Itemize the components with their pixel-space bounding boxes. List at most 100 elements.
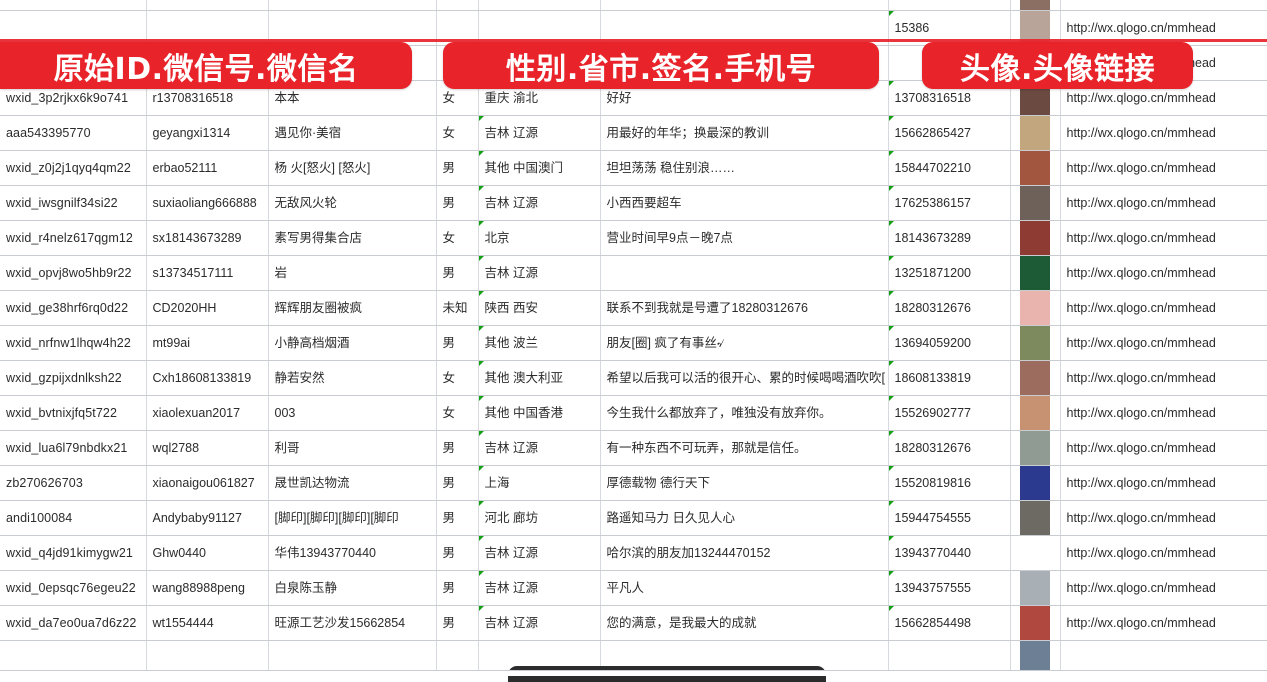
table-row[interactable]: wxid_65p5qakpwuie22xiaojing600546丫丫～小未知其… bbox=[0, 0, 1267, 11]
cell-avatar-thumbnail[interactable] bbox=[1010, 220, 1061, 256]
cell-wechat-id[interactable]: sx18143673289 bbox=[146, 220, 269, 256]
cell-phone-number[interactable]: 18143673289 bbox=[888, 220, 1011, 256]
cell-signature[interactable] bbox=[600, 255, 889, 291]
cell-wechat-id[interactable]: CD2020HH bbox=[146, 290, 269, 326]
cell-signature[interactable]: 哈尔滨的朋友加13244470152 bbox=[600, 535, 889, 571]
cell-phone-number[interactable]: 18608133819 bbox=[888, 360, 1011, 396]
cell-original-id[interactable]: wxid_r4nelz617qgm12 bbox=[0, 220, 147, 256]
cell-gender[interactable]: 男 bbox=[436, 325, 479, 361]
cell-avatar-url[interactable]: http://wx.qlogo.cn/mmhead bbox=[1060, 605, 1267, 641]
cell-original-id[interactable]: wxid_0epsqc76egeu22 bbox=[0, 570, 147, 606]
cell-original-id[interactable]: wxid_bvtnixjfq5t722 bbox=[0, 395, 147, 431]
table-row[interactable]: andi100084 Andybaby91127 [脚印][脚印][脚印][脚印男河… bbox=[0, 500, 1267, 536]
table-row[interactable]: wxid_gzpijxdnlksh22 Cxh18608133819 静若安然女其他… bbox=[0, 360, 1267, 396]
cell-wechat-nickname[interactable]: 小静高档烟酒 bbox=[268, 325, 437, 361]
cell-wechat-id[interactable]: wql2788 bbox=[146, 430, 269, 466]
cell-wechat-nickname[interactable]: 无敌风火轮 bbox=[268, 185, 437, 221]
cell-wechat-id[interactable]: geyangxi1314 bbox=[146, 115, 269, 151]
cell-phone-number[interactable]: 18280312676 bbox=[888, 0, 1011, 11]
cell-phone-number[interactable]: 13251871200 bbox=[888, 255, 1011, 291]
cell-avatar-url[interactable]: http://wx.qlogo.cn/mmhead bbox=[1060, 430, 1267, 466]
cell-avatar-url[interactable]: http://wx.qlogo.cn/mmhead bbox=[1060, 220, 1267, 256]
cell-avatar-url[interactable]: http://wx.qlogo.cn/mmhead bbox=[1060, 360, 1267, 396]
cell-signature[interactable]: 联系不到我就是号遭了18280312676 bbox=[600, 290, 889, 326]
cell-gender[interactable]: 男 bbox=[436, 500, 479, 536]
cell-province-city[interactable]: 北京 bbox=[478, 220, 601, 256]
cell-avatar-url[interactable]: http://wx.qlogo.cn/mmhead bbox=[1060, 290, 1267, 326]
cell-wechat-id[interactable]: xiaolexuan2017 bbox=[146, 395, 269, 431]
cell-original-id[interactable]: wxid_65p5qakpwuie22 bbox=[0, 0, 147, 11]
cell-gender[interactable]: 女 bbox=[436, 115, 479, 151]
cell-wechat-nickname[interactable]: 杨 火[怒火] [怒火] bbox=[268, 150, 437, 186]
cell-phone-number[interactable]: 13943757555 bbox=[888, 570, 1011, 606]
cell-province-city[interactable]: 其他 中国澳门 bbox=[478, 150, 601, 186]
cell-phone-number[interactable]: 18280312676 bbox=[888, 290, 1011, 326]
table-row[interactable]: wxid_da7eo0ua7d6z22 wt1554444 旺源工艺沙发156628… bbox=[0, 605, 1267, 641]
cell-avatar-thumbnail[interactable] bbox=[1010, 465, 1061, 501]
cell-avatar-url[interactable]: http://wx.qlogo.cn/mmhead bbox=[1060, 465, 1267, 501]
cell-signature[interactable]: 朋友[圈] 疯了有事丝৵ bbox=[600, 325, 889, 361]
cell-phone-number[interactable]: 13943770440 bbox=[888, 535, 1011, 571]
cell-gender[interactable]: 女 bbox=[436, 360, 479, 396]
cell-wechat-id[interactable]: Ghw0440 bbox=[146, 535, 269, 571]
cell-phone-number[interactable]: 15520819816 bbox=[888, 465, 1011, 501]
cell-wechat-nickname[interactable]: 素写男得集合店 bbox=[268, 220, 437, 256]
cell-signature[interactable]: 路遥知马力 日久见人心 bbox=[600, 500, 889, 536]
cell-wechat-id[interactable]: Cxh18608133819 bbox=[146, 360, 269, 396]
cell-province-city[interactable]: 其他 中国澳门 bbox=[478, 0, 601, 11]
table-row[interactable]: wxid_iwsgnilf34si22 suxiaoliang666888 无敌风火… bbox=[0, 185, 1267, 221]
cell-gender[interactable]: 男 bbox=[436, 255, 479, 291]
cell-gender[interactable]: 男 bbox=[436, 570, 479, 606]
table-row[interactable]: wxid_z0j2j1qyq4qm22 erbao52111 杨 火[怒火] [怒火… bbox=[0, 150, 1267, 186]
cell-phone-number[interactable]: 15662854498 bbox=[888, 605, 1011, 641]
cell-phone-number[interactable]: 15526902777 bbox=[888, 395, 1011, 431]
cell-wechat-nickname[interactable]: 丫丫～小 bbox=[268, 0, 437, 11]
cell-wechat-nickname[interactable]: 静若安然 bbox=[268, 360, 437, 396]
cell-avatar-thumbnail[interactable] bbox=[1010, 185, 1061, 221]
cell-avatar-url[interactable]: http://wx.qlogo.cn/mmhead bbox=[1060, 325, 1267, 361]
cell-province-city[interactable]: 上海 bbox=[478, 465, 601, 501]
cell-avatar-thumbnail[interactable] bbox=[1010, 0, 1061, 11]
cell-province-city[interactable]: 其他 中国香港 bbox=[478, 395, 601, 431]
cell-wechat-nickname[interactable] bbox=[268, 640, 437, 676]
cell-signature[interactable]: 平凡人 bbox=[600, 570, 889, 606]
cell-wechat-nickname[interactable]: [脚印][脚印][脚印][脚印 bbox=[268, 500, 437, 536]
cell-wechat-id[interactable]: wt1554444 bbox=[146, 605, 269, 641]
cell-province-city[interactable]: 吉林 辽源 bbox=[478, 605, 601, 641]
cell-phone-number[interactable]: 15662865427 bbox=[888, 115, 1011, 151]
cell-avatar-url[interactable]: http://wx.qlogo.cn/mmhead bbox=[1060, 535, 1267, 571]
table-row[interactable]: wxid_bvtnixjfq5t722 xiaolexuan2017 003 女其他 … bbox=[0, 395, 1267, 431]
cell-avatar-thumbnail[interactable] bbox=[1010, 360, 1061, 396]
cell-signature[interactable]: 今生我什么都放弃了，唯独没有放弃你。 bbox=[600, 395, 889, 431]
table-row[interactable]: zb270626703 xiaonaigou061827 晟世凯达物流男上海 厚德载物… bbox=[0, 465, 1267, 501]
cell-province-city[interactable]: 河北 廊坊 bbox=[478, 500, 601, 536]
cell-wechat-nickname[interactable]: 华伟13943770440 bbox=[268, 535, 437, 571]
cell-avatar-url[interactable]: http://wx.qlogo.cn/mmhead bbox=[1060, 0, 1267, 11]
cell-gender[interactable]: 女 bbox=[436, 395, 479, 431]
cell-gender[interactable]: 男 bbox=[436, 605, 479, 641]
cell-wechat-id[interactable]: Andybaby91127 bbox=[146, 500, 269, 536]
cell-wechat-id[interactable]: suxiaoliang666888 bbox=[146, 185, 269, 221]
cell-wechat-nickname[interactable]: 岩 bbox=[268, 255, 437, 291]
cell-avatar-thumbnail[interactable] bbox=[1010, 570, 1061, 606]
cell-wechat-nickname[interactable]: 003 bbox=[268, 395, 437, 431]
cell-gender[interactable]: 男 bbox=[436, 465, 479, 501]
cell-wechat-nickname[interactable]: 白泉陈玉静 bbox=[268, 570, 437, 606]
cell-phone-number[interactable]: 17625386157 bbox=[888, 185, 1011, 221]
cell-wechat-nickname[interactable]: 遇见你·美宿 bbox=[268, 115, 437, 151]
table-row[interactable]: wxid_opvj8wo5hb9r22 s13734517111 岩男吉林 辽源 13… bbox=[0, 255, 1267, 291]
table-row[interactable]: wxid_nrfnw1lhqw4h22 mt99ai 小静高档烟酒男其他 波兰 朋友[… bbox=[0, 325, 1267, 361]
cell-avatar-url[interactable]: http://wx.qlogo.cn/mmhead bbox=[1060, 255, 1267, 291]
cell-province-city[interactable]: 其他 波兰 bbox=[478, 325, 601, 361]
cell-original-id[interactable]: wxid_da7eo0ua7d6z22 bbox=[0, 605, 147, 641]
cell-signature[interactable]: 厚德载物 德行天下 bbox=[600, 465, 889, 501]
cell-original-id[interactable]: wxid_gzpijxdnlksh22 bbox=[0, 360, 147, 396]
table-row[interactable]: wxid_ge38hrf6rq0d22 CD2020HH 辉辉朋友圈被疯 未知 陕西 西… bbox=[0, 290, 1267, 326]
table-row[interactable]: wxid_r4nelz617qgm12 sx18143673289 素写男得集合店女… bbox=[0, 220, 1267, 256]
cell-province-city[interactable]: 其他 澳大利亚 bbox=[478, 360, 601, 396]
cell-wechat-nickname[interactable]: 晟世凯达物流 bbox=[268, 465, 437, 501]
cell-avatar-thumbnail[interactable] bbox=[1010, 535, 1061, 571]
cell-avatar-url[interactable]: http://wx.qlogo.cn/mmhead bbox=[1060, 500, 1267, 536]
cell-avatar-thumbnail[interactable] bbox=[1010, 150, 1061, 186]
